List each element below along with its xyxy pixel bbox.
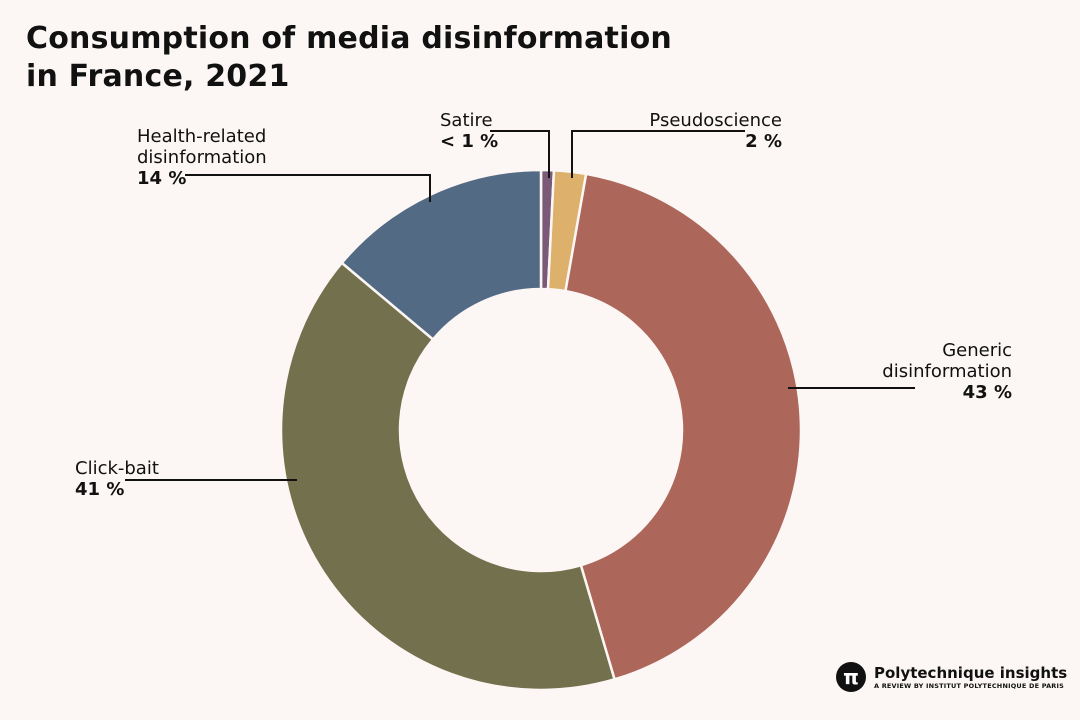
leader-lines	[125, 130, 915, 481]
label-satire: Satire < 1 %	[440, 110, 498, 152]
label-health-value: 14 %	[137, 168, 187, 189]
slice-health-related-disinformation	[340, 168, 543, 342]
brand-logo: π Polytechnique insights A REVIEW BY INS…	[836, 662, 1067, 692]
title-line-1: Consumption of media disinformation	[26, 21, 672, 56]
brand-tagline: A REVIEW BY INSTITUT POLYTECHNIQUE DE PA…	[874, 681, 1065, 690]
label-clickbait-value: 41 %	[75, 479, 125, 500]
leader-line-health	[185, 174, 431, 202]
chart-title: Consumption of media disinformation in F…	[26, 20, 672, 96]
label-pseudoscience: Pseudoscience 2 %	[649, 110, 782, 152]
leader-line-pseudoscience	[571, 130, 745, 178]
label-health: Health-related disinformation 14 %	[137, 126, 267, 189]
pi-logo-icon: π	[836, 662, 866, 692]
label-generic-name-1: Generic	[942, 340, 1012, 361]
label-satire-name: Satire	[440, 110, 493, 131]
label-clickbait-name: Click-bait	[75, 458, 159, 479]
label-pseudoscience-value: 2 %	[745, 131, 782, 152]
label-generic-value: 43 %	[962, 382, 1012, 403]
label-satire-value: < 1 %	[440, 131, 499, 152]
slice-generic-disinformation	[564, 172, 803, 681]
label-health-name-2: disinformation	[137, 147, 267, 168]
title-line-2: in France, 2021	[26, 59, 290, 94]
label-pseudoscience-name: Pseudoscience	[649, 110, 782, 131]
slice-click-bait	[279, 261, 617, 692]
label-generic: Generic disinformation 43 %	[882, 340, 1012, 403]
label-health-name-1: Health-related	[137, 126, 267, 147]
leader-line-satire	[490, 130, 550, 178]
brand-name: Polytechnique insights	[874, 663, 1068, 682]
label-generic-name-2: disinformation	[882, 361, 1012, 382]
label-clickbait: Click-bait 41 %	[75, 458, 159, 500]
